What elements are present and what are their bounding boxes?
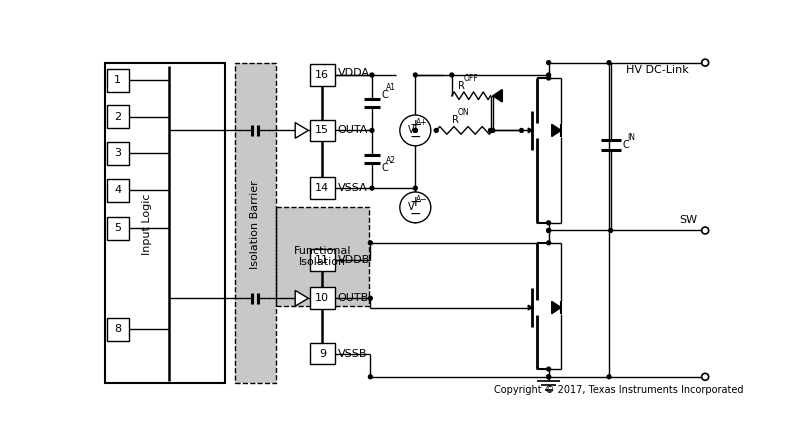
- Circle shape: [607, 375, 611, 379]
- Circle shape: [369, 296, 372, 300]
- Text: R: R: [458, 81, 465, 91]
- Text: V: V: [408, 125, 415, 135]
- Text: 10: 10: [316, 293, 329, 303]
- Bar: [235, 63, 276, 383]
- Circle shape: [369, 375, 372, 379]
- Text: OUTB: OUTB: [338, 293, 369, 303]
- Circle shape: [702, 227, 709, 234]
- Bar: [310, 120, 335, 141]
- Text: Input Logic: Input Logic: [142, 194, 152, 255]
- Text: A−: A−: [416, 195, 427, 204]
- Text: 14: 14: [316, 183, 329, 193]
- Circle shape: [413, 129, 417, 132]
- Circle shape: [413, 73, 417, 77]
- Circle shape: [546, 375, 550, 379]
- Text: C: C: [623, 140, 629, 150]
- Text: V: V: [408, 202, 415, 212]
- Bar: [107, 142, 128, 165]
- Bar: [310, 249, 335, 271]
- Text: 15: 15: [316, 125, 329, 135]
- Text: +: +: [409, 118, 421, 132]
- Circle shape: [546, 375, 550, 379]
- Circle shape: [609, 229, 612, 232]
- Circle shape: [702, 373, 709, 380]
- Circle shape: [546, 229, 550, 232]
- Bar: [276, 207, 369, 306]
- Bar: [107, 217, 128, 240]
- Polygon shape: [295, 122, 308, 138]
- Text: A1: A1: [386, 83, 396, 92]
- Circle shape: [400, 115, 431, 146]
- Text: 8: 8: [114, 324, 121, 334]
- Text: VDDB: VDDB: [338, 255, 370, 265]
- Bar: [235, 63, 276, 383]
- Text: 16: 16: [316, 70, 329, 80]
- Text: −: −: [409, 130, 421, 144]
- Circle shape: [413, 129, 417, 132]
- Polygon shape: [492, 89, 502, 102]
- Text: VDDA: VDDA: [338, 69, 370, 78]
- Text: −: −: [409, 207, 421, 221]
- Circle shape: [607, 61, 611, 65]
- Text: 11: 11: [316, 255, 329, 265]
- Text: C: C: [381, 163, 388, 173]
- Polygon shape: [552, 301, 561, 314]
- Text: OFF: OFF: [463, 74, 478, 83]
- Text: 4: 4: [114, 186, 121, 195]
- Text: +: +: [409, 195, 421, 209]
- Circle shape: [546, 221, 550, 225]
- Circle shape: [435, 129, 439, 132]
- Text: Functional
Isolation: Functional Isolation: [293, 246, 351, 267]
- Text: C: C: [381, 90, 388, 100]
- Text: 3: 3: [114, 149, 121, 158]
- Circle shape: [370, 73, 374, 77]
- Text: A+: A+: [416, 118, 427, 127]
- Circle shape: [370, 186, 374, 190]
- Text: A2: A2: [386, 156, 396, 165]
- Text: SW: SW: [679, 215, 697, 225]
- Text: VSSB: VSSB: [338, 349, 367, 359]
- Circle shape: [519, 129, 523, 132]
- Polygon shape: [552, 124, 561, 137]
- Circle shape: [491, 129, 495, 132]
- Bar: [107, 69, 128, 92]
- Circle shape: [546, 76, 550, 80]
- Text: HV DC-Link: HV DC-Link: [626, 65, 689, 75]
- Text: 5: 5: [114, 223, 121, 233]
- Text: 1: 1: [114, 75, 121, 85]
- Text: VSSA: VSSA: [338, 183, 368, 193]
- Polygon shape: [295, 291, 308, 306]
- Circle shape: [413, 186, 417, 190]
- Text: Copyright © 2017, Texas Instruments Incorporated: Copyright © 2017, Texas Instruments Inco…: [494, 385, 744, 395]
- Circle shape: [370, 129, 374, 132]
- Bar: [310, 64, 335, 86]
- Bar: [107, 105, 128, 128]
- Bar: [107, 318, 128, 340]
- Text: R: R: [452, 115, 458, 125]
- Text: OUTA: OUTA: [338, 125, 368, 135]
- Bar: [310, 178, 335, 199]
- Circle shape: [546, 367, 550, 371]
- Circle shape: [450, 73, 454, 77]
- Circle shape: [546, 73, 550, 77]
- Bar: [310, 343, 335, 364]
- Circle shape: [488, 129, 492, 132]
- Text: Isolation Barrier: Isolation Barrier: [250, 180, 260, 269]
- Text: 2: 2: [114, 112, 121, 121]
- Text: IN: IN: [628, 133, 636, 142]
- Circle shape: [546, 241, 550, 245]
- Bar: [310, 287, 335, 309]
- Circle shape: [400, 192, 431, 223]
- Circle shape: [369, 241, 372, 245]
- Text: ON: ON: [458, 108, 469, 117]
- Text: 9: 9: [319, 349, 326, 359]
- Bar: [105, 63, 225, 383]
- Circle shape: [546, 229, 550, 232]
- Circle shape: [546, 61, 550, 65]
- Circle shape: [702, 59, 709, 66]
- Bar: [107, 179, 128, 202]
